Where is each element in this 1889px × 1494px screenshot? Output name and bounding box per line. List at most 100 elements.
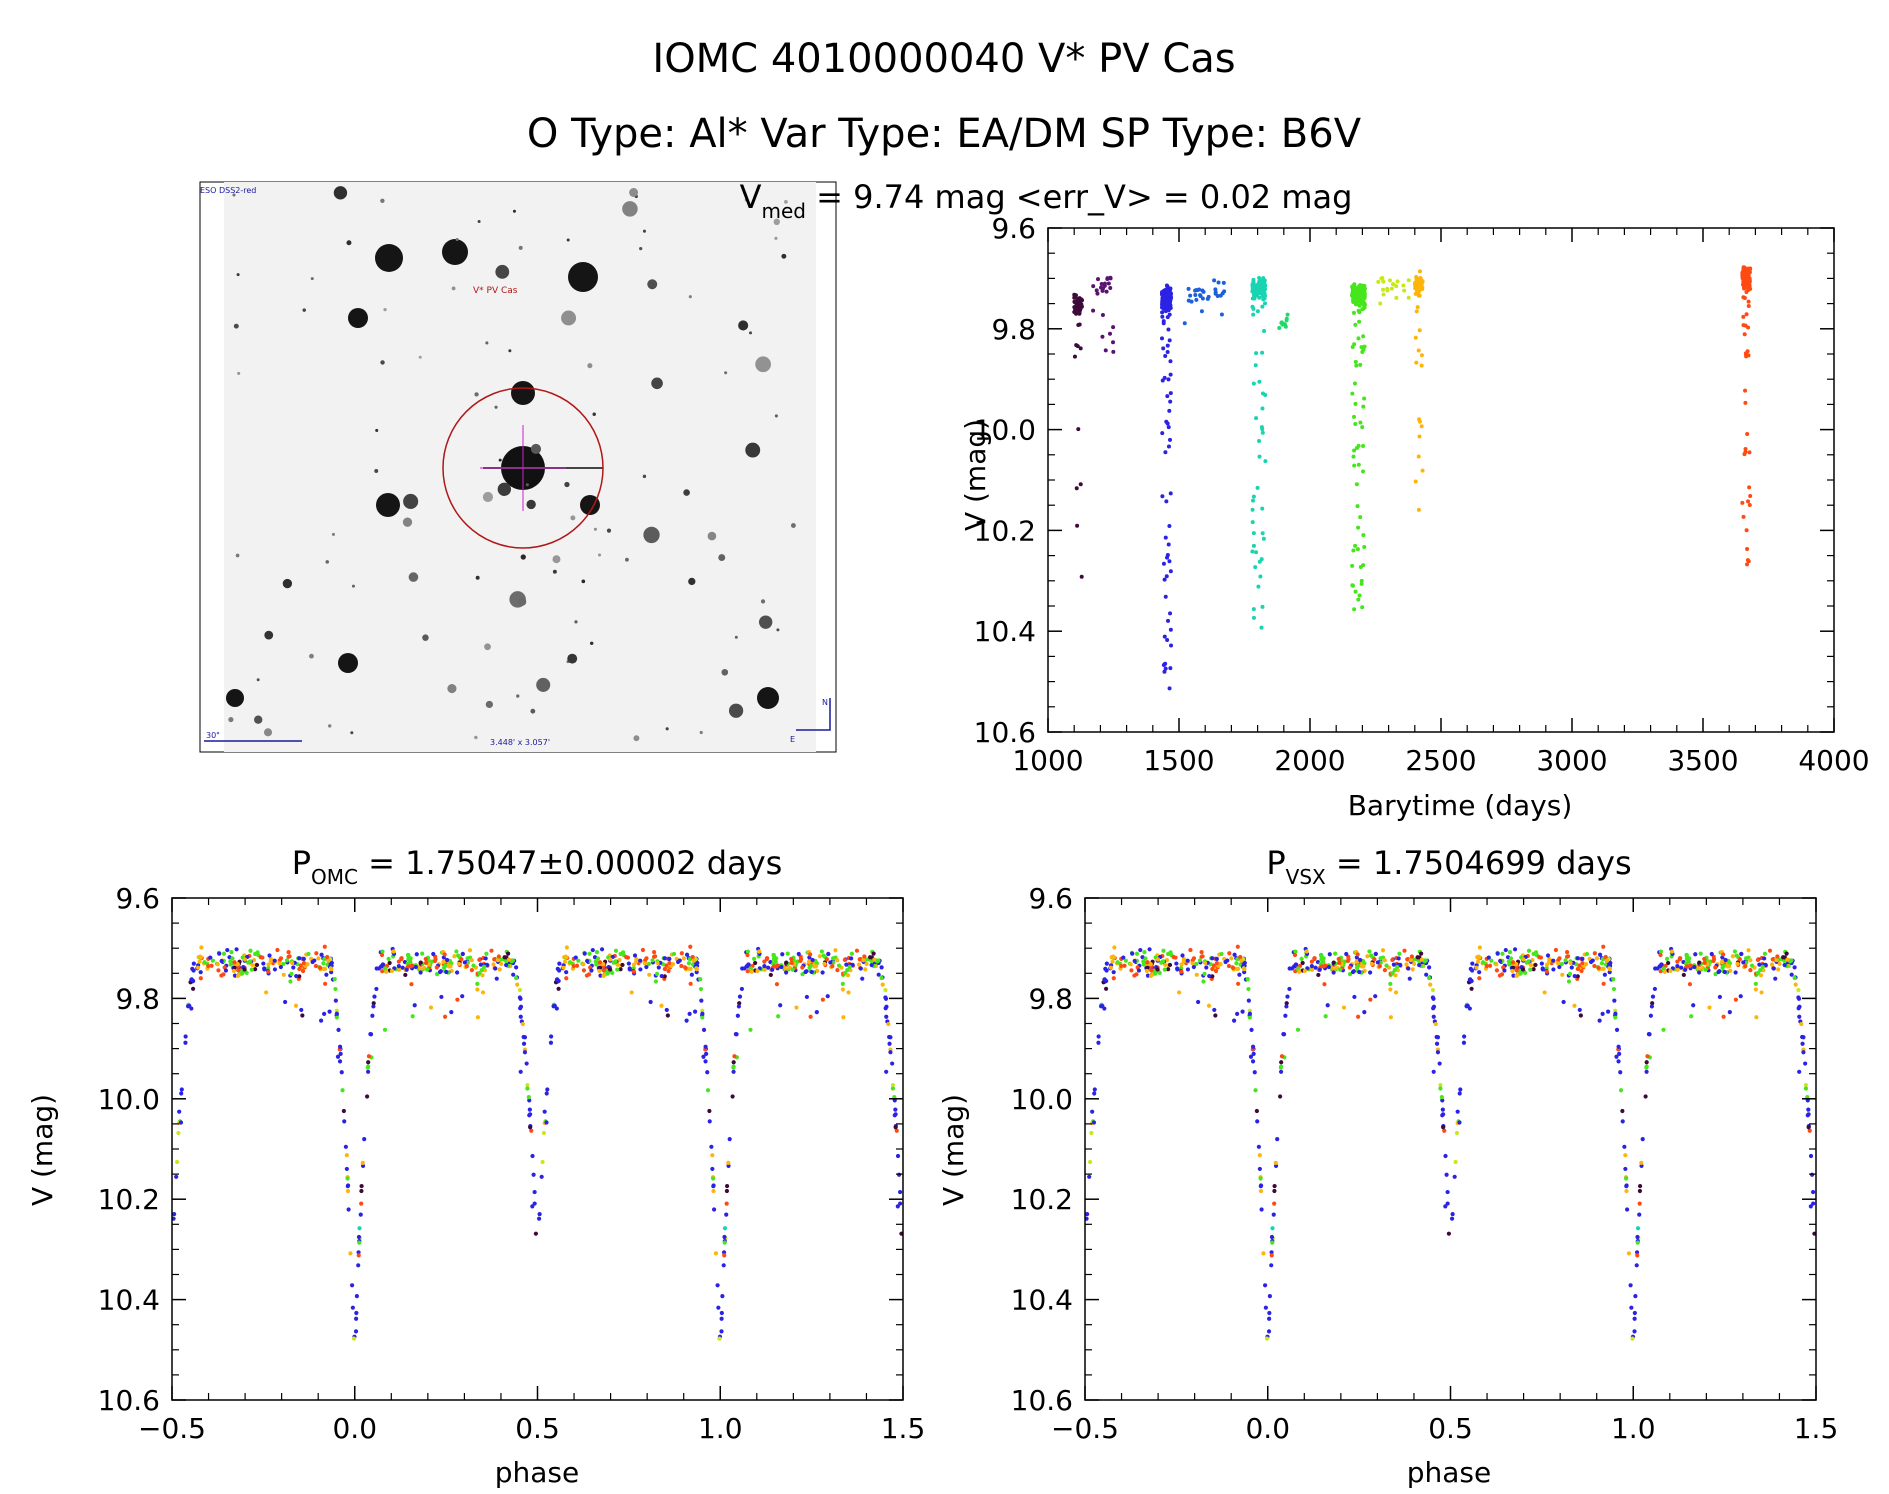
data-point [849,956,854,961]
data-point [774,982,780,987]
data-point [1092,1087,1097,1092]
data-point [1277,1094,1283,1099]
data-point [719,1329,724,1334]
data-point [1293,962,1298,967]
data-point [444,969,449,975]
data-point [1261,297,1266,302]
data-point [705,1088,711,1093]
plot-vsx-points [1084,944,1817,1341]
data-point [679,963,684,969]
data-point [1373,994,1378,999]
data-point [1091,284,1096,289]
data-point [703,1044,708,1049]
data-point [840,987,845,992]
data-point [1626,1251,1632,1256]
data-point [1514,973,1519,979]
data-point [1431,1069,1436,1074]
data-point [1506,959,1511,964]
data-point [711,1188,716,1194]
data-point [1757,962,1762,967]
data-point [1263,459,1268,464]
data-point [879,975,884,981]
data-point [219,958,224,964]
figure-subtitle: O Type: Al* Var Type: EA/DM SP Type: B6V [527,111,1362,157]
data-point [1165,421,1170,426]
data-point [1664,956,1670,961]
data-point [1161,948,1166,953]
data-point [1327,952,1332,957]
data-point [1316,972,1321,978]
plot-vsx-xtick-label: 0.0 [1245,1412,1290,1445]
data-point [1445,1189,1450,1195]
data-point [1410,967,1415,972]
data-point [1637,1183,1643,1189]
data-point [499,961,504,966]
data-point [418,970,423,975]
data-point [333,998,338,1003]
star [310,277,314,281]
data-point [840,981,845,986]
data-point [1368,970,1373,975]
data-point [197,959,202,964]
data-point [1358,957,1363,963]
data-point [176,1130,181,1136]
star [497,482,512,496]
plot-time-points [1072,265,1753,691]
data-point [1168,611,1173,616]
data-point [1551,967,1556,972]
data-point [491,962,496,967]
data-point [598,973,603,978]
data-point [1547,959,1552,964]
data-point [1730,954,1735,959]
data-point [731,1065,736,1070]
data-point [439,994,444,1000]
data-point [1650,1001,1655,1006]
data-point [1489,958,1494,963]
data-point [1281,1032,1287,1037]
data-point [346,1207,351,1212]
data-point [1677,956,1683,962]
data-point [1095,291,1100,296]
data-point [1679,965,1684,970]
data-point [482,968,488,973]
data-point [1325,1003,1330,1008]
data-point [1592,951,1597,956]
data-point [1269,1250,1274,1255]
star [593,527,597,531]
data-point [1599,961,1604,966]
data-point [1643,1094,1648,1099]
data-point [721,1263,726,1268]
data-point [1741,270,1746,275]
data-point [209,963,214,968]
data-point [1337,960,1342,965]
data-point [705,1070,710,1075]
data-point [742,966,747,971]
data-point [1173,955,1178,960]
data-point [300,1013,305,1018]
data-point [1584,951,1590,957]
plot-vsx-ytick-label: 9.6 [1028,882,1073,915]
data-point [493,966,498,971]
data-point [1742,278,1747,283]
data-point [452,954,457,959]
data-point [726,1160,731,1165]
data-point [846,990,851,995]
data-point [894,1128,899,1133]
data-point [561,965,566,970]
data-point [1075,523,1080,528]
data-point [235,962,240,967]
star [642,474,647,479]
data-point [1789,972,1794,977]
data-point [1255,284,1260,289]
plot-time-title-sub: med [761,199,805,223]
data-point [1130,951,1135,956]
data-point [1526,959,1531,964]
data-point [617,957,622,963]
data-point [1732,949,1738,954]
data-point [305,962,310,967]
data-point [1477,970,1482,975]
data-point [297,966,302,972]
data-point [475,1015,480,1020]
data-point [1394,295,1399,300]
